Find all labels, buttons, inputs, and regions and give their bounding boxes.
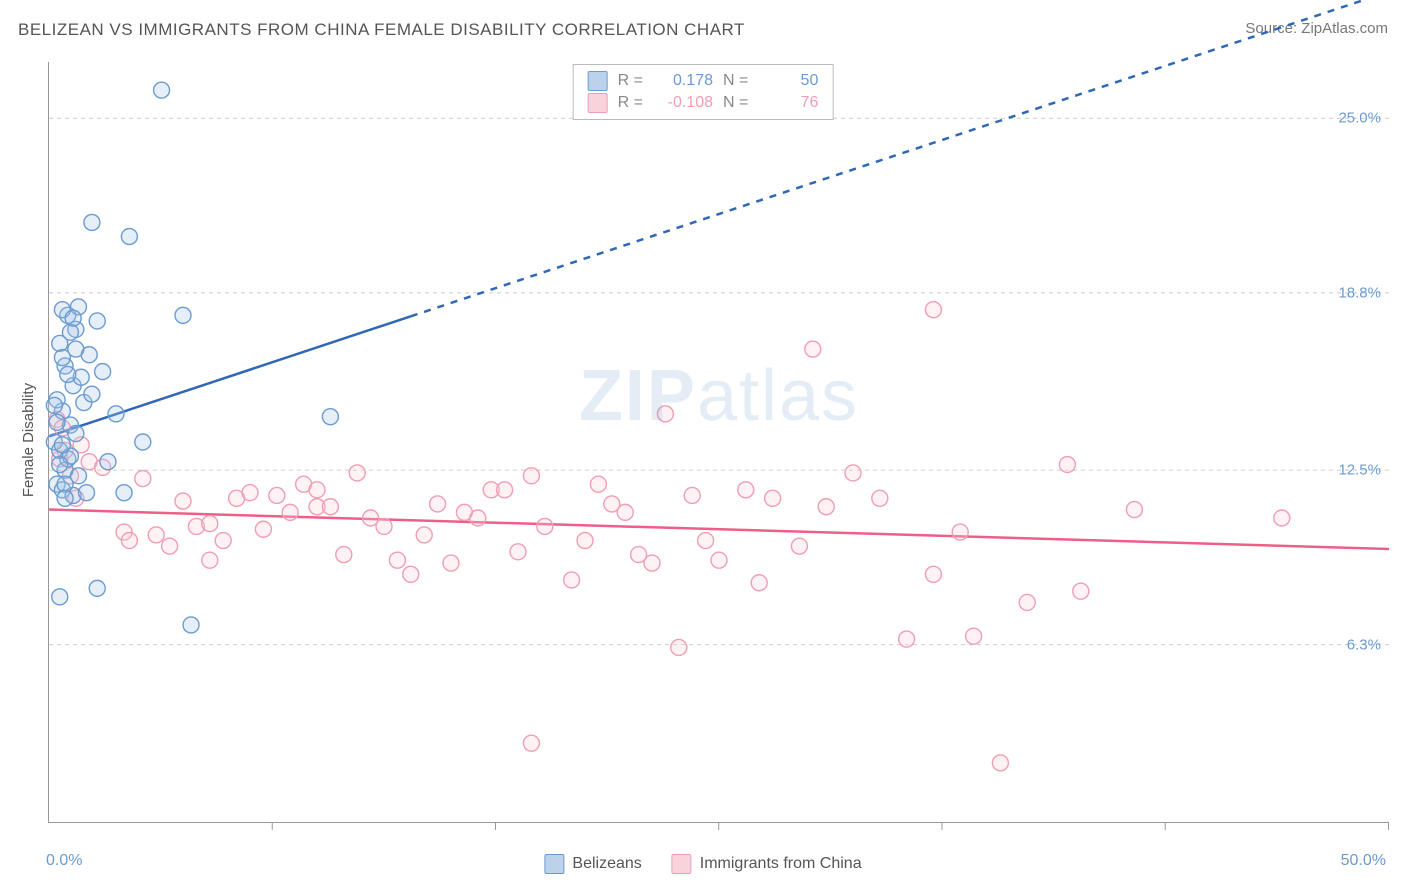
- y-tick-label: 12.5%: [1338, 462, 1381, 479]
- chart-title: BELIZEAN VS IMMIGRANTS FROM CHINA FEMALE…: [18, 20, 745, 40]
- swatch-blue-icon: [544, 854, 564, 874]
- swatch-pink-icon: [672, 854, 692, 874]
- y-tick-label: 18.8%: [1338, 284, 1381, 301]
- stats-row-pink: R = -0.108 N = 76: [588, 93, 819, 113]
- source-name: ZipAtlas.com: [1301, 20, 1388, 37]
- n-value-blue: 50: [758, 72, 818, 90]
- swatch-blue-icon: [588, 71, 608, 91]
- plot-area: ZIPatlas 6.3%12.5%18.8%25.0%: [48, 62, 1389, 823]
- r-label: R =: [618, 94, 643, 112]
- bottom-legend: Belizeans Immigrants from China: [544, 854, 861, 874]
- r-label: R =: [618, 72, 643, 90]
- legend-item-blue: Belizeans: [544, 854, 641, 874]
- y-tick-label: 25.0%: [1338, 110, 1381, 127]
- r-value-blue: 0.178: [653, 72, 713, 90]
- swatch-pink-icon: [588, 93, 608, 113]
- x-axis-min-label: 0.0%: [46, 852, 82, 870]
- legend-label-blue: Belizeans: [572, 855, 641, 873]
- plot-svg: [49, 62, 1389, 822]
- n-label: N =: [723, 94, 748, 112]
- stats-legend: R = 0.178 N = 50 R = -0.108 N = 76: [573, 64, 834, 120]
- y-axis-label: Female Disability: [20, 383, 37, 497]
- x-axis-max-label: 50.0%: [1341, 852, 1386, 870]
- legend-label-pink: Immigrants from China: [700, 855, 862, 873]
- y-tick-label: 6.3%: [1347, 636, 1381, 653]
- n-label: N =: [723, 72, 748, 90]
- legend-item-pink: Immigrants from China: [672, 854, 862, 874]
- n-value-pink: 76: [758, 94, 818, 112]
- stats-row-blue: R = 0.178 N = 50: [588, 71, 819, 91]
- r-value-pink: -0.108: [653, 94, 713, 112]
- source-credit: Source: ZipAtlas.com: [1245, 20, 1388, 37]
